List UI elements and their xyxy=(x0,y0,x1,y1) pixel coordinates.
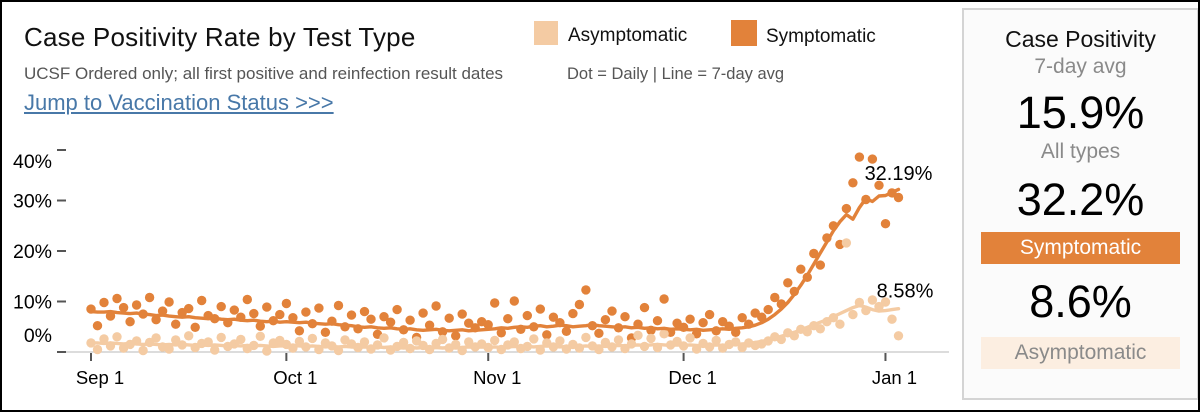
legend-asymptomatic-label[interactable]: Asymptomatic xyxy=(568,25,688,46)
legend-asymptomatic-swatch[interactable] xyxy=(534,21,558,45)
svg-text:Sep 1: Sep 1 xyxy=(76,367,124,388)
svg-text:0%: 0% xyxy=(24,325,52,347)
svg-text:Jan 1: Jan 1 xyxy=(872,367,917,388)
summary-sidebar: Case Positivity 7-day avg 15.9% All type… xyxy=(962,8,1198,400)
svg-text:20%: 20% xyxy=(13,241,52,263)
svg-text:30%: 30% xyxy=(13,191,52,213)
sidebar-title: Case Positivity xyxy=(1005,26,1156,52)
legend-note: Dot = Daily | Line = 7-day avg xyxy=(567,65,785,83)
jump-to-vaccination-link[interactable]: Jump to Vaccination Status >>> xyxy=(24,90,334,115)
chart-plot[interactable]: 0% 10% 20% 30% 40% Sep 1 Oct 1 Nov 1 Dec 1 Jan 1 3… xyxy=(2,142,962,400)
symptomatic-value: 32.2% xyxy=(1016,174,1145,226)
legend-symptomatic-swatch[interactable] xyxy=(731,20,757,46)
svg-text:8.58%: 8.58% xyxy=(877,280,934,302)
sidebar-subtitle: 7-day avg xyxy=(1034,55,1127,78)
page-subtitle: UCSF Ordered only; all first positive an… xyxy=(24,64,504,83)
asymptomatic-badge: Asymptomatic xyxy=(981,336,1180,369)
svg-text:40%: 40% xyxy=(13,151,52,173)
symptomatic-badge: Symptomatic xyxy=(981,231,1180,264)
all-types-label: All types xyxy=(1040,140,1121,164)
svg-text:10%: 10% xyxy=(13,292,52,314)
page-title: Case Positivity Rate by Test Type xyxy=(24,22,416,52)
all-types-value: 15.9% xyxy=(1016,87,1145,138)
svg-text:Oct 1: Oct 1 xyxy=(273,367,317,388)
svg-text:32.19%: 32.19% xyxy=(865,163,933,185)
asymptomatic-value: 8.6% xyxy=(1029,275,1132,327)
legend-symptomatic-label[interactable]: Symptomatic xyxy=(766,26,876,47)
svg-text:Nov 1: Nov 1 xyxy=(473,367,521,388)
svg-text:Dec 1: Dec 1 xyxy=(668,367,716,388)
